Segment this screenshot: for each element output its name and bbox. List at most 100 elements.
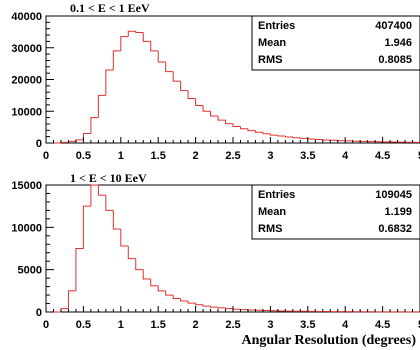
x-tick-label: 5 [418, 319, 420, 331]
histogram-bin [232, 308, 241, 310]
histogram-bin [202, 105, 211, 112]
histogram-bin [187, 90, 196, 100]
histogram-bin [239, 126, 248, 130]
x-tick-label: 4.5 [375, 319, 390, 331]
histogram-bin [97, 94, 106, 118]
histogram-bin [225, 120, 233, 125]
stats-rms-value: 0.6832 [378, 223, 412, 235]
x-tick-label: 3 [267, 150, 273, 162]
histogram-bin [180, 81, 189, 92]
stats-rms-value: 0.8085 [378, 54, 412, 66]
x-tick-label: 3.5 [300, 150, 315, 162]
histogram-bin [142, 269, 151, 280]
x-tick-label: 1.5 [151, 319, 166, 331]
histogram-bin [247, 128, 256, 132]
histogram-bin [277, 135, 286, 137]
histogram-bin [254, 130, 263, 133]
panel-title: 0.1 < E < 1 EeV [70, 1, 150, 15]
histogram-bin [180, 298, 189, 302]
x-tick-label: 5 [418, 150, 420, 162]
y-tick-label: 30000 [11, 43, 42, 55]
x-tick-label: 0.5 [76, 319, 91, 331]
x-tick-label: 1.5 [151, 150, 166, 162]
histogram-bin [284, 136, 293, 138]
histogram-bin [202, 304, 211, 307]
stats-mean-value: 1.946 [384, 37, 412, 49]
stats-rms-label: RMS [258, 223, 282, 235]
histogram-bin [195, 98, 204, 107]
x-tick-label: 2 [193, 319, 199, 331]
y-tick-label: 0 [36, 138, 42, 150]
histogram-bin [269, 133, 278, 136]
x-tick-label: 0.5 [76, 150, 91, 162]
histogram-bin [217, 307, 226, 309]
histogram-bin [195, 303, 204, 306]
histogram-bin [187, 300, 196, 304]
stats-box: Entries 407400 Mean 1.946 RMS 0.8085 [251, 15, 420, 71]
histogram-bin [135, 258, 144, 271]
stats-box: Entries 109045 Mean 1.199 RMS 0.6832 [251, 184, 420, 240]
histogram-bin [210, 306, 219, 308]
stats-rms-label: RMS [258, 54, 282, 66]
histogram-bin [112, 50, 121, 70]
y-tick-label: 10000 [11, 106, 42, 118]
x-tick-label: 0 [43, 319, 49, 331]
histogram-bin [150, 41, 159, 52]
x-tick-label: 3.5 [300, 319, 315, 331]
x-tick-label: 0 [43, 150, 49, 162]
histogram-bin [157, 285, 166, 292]
x-tick-label: 1 [118, 150, 124, 162]
histogram-bin [299, 137, 308, 139]
histogram-bin [120, 229, 129, 247]
y-tick-label: 0 [36, 307, 42, 319]
histogram-bin [82, 205, 91, 249]
stats-entries-value: 407400 [375, 20, 412, 32]
x-tick-label: 2.5 [225, 319, 240, 331]
histogram-bin [105, 195, 114, 211]
histogram-bin [165, 290, 174, 296]
histogram-bin [165, 62, 174, 73]
y-tick-label: 5000 [18, 265, 42, 277]
histogram-bin [225, 307, 233, 310]
stats-entries-label: Entries [258, 20, 295, 32]
histogram-bin [217, 116, 226, 121]
x-tick-label: 4.5 [375, 150, 390, 162]
x-tick-label: 4 [342, 150, 349, 162]
x-tick-label: 2.5 [225, 150, 240, 162]
histogram-bin [210, 111, 219, 117]
stats-entries-value: 109045 [375, 189, 412, 201]
histogram-bin [60, 308, 69, 312]
histogram-bin [172, 71, 181, 82]
stats-mean-value: 1.199 [384, 206, 412, 218]
histogram-bin [232, 123, 241, 127]
histogram-panel-low-energy: 0.1 < E < 1 EeV 0 10000 20000 30000 40000 0 0… [11, 1, 420, 162]
x-axis-label: Angular Resolution (degrees) [242, 333, 417, 348]
histogram-bin [307, 138, 316, 140]
histogram-bin [97, 185, 106, 196]
histogram-bin [75, 139, 84, 142]
histogram-bin [120, 36, 129, 51]
histogram-bin [105, 69, 114, 96]
stats-box-frame [251, 184, 420, 240]
histogram-panel-high-energy: 1 < E < 10 EeV 0 5000 10000 15000 0 0.5 1 1.5 2… [11, 171, 420, 348]
x-tick-label: 3 [267, 319, 273, 331]
histogram-bin [90, 184, 99, 207]
histogram-bin [112, 210, 121, 230]
histogram-bin [142, 32, 151, 42]
y-tick-label: 40000 [11, 11, 42, 23]
stats-entries-label: Entries [258, 189, 295, 201]
histogram-bin [127, 245, 136, 260]
x-tick-label: 4 [342, 319, 349, 331]
histogram-bin [75, 248, 84, 291]
histogram-bin [292, 136, 301, 139]
histogram-bin [135, 31, 144, 34]
y-tick-label: 10000 [11, 222, 42, 234]
y-tick-label: 20000 [11, 75, 42, 87]
stats-box-frame [251, 15, 420, 71]
histogram-bin [150, 278, 159, 287]
histogram-bin [127, 30, 136, 37]
panel-title: 1 < E < 10 EeV [70, 171, 147, 185]
x-tick-label: 2 [193, 150, 199, 162]
histogram-bin [262, 132, 271, 135]
histogram-bin [172, 295, 181, 299]
